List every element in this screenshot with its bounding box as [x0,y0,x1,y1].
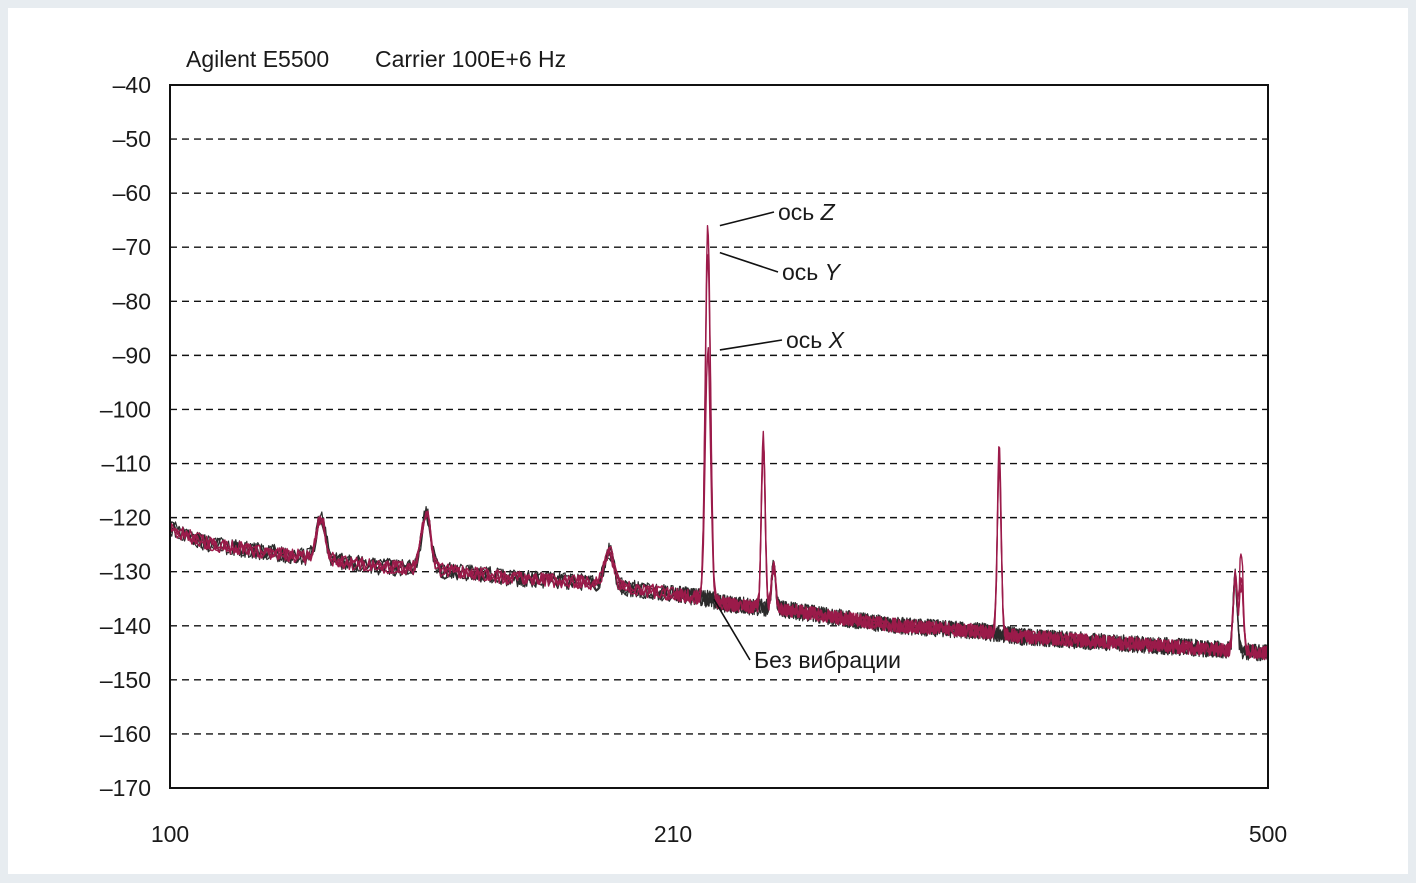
y-tick-label: –90 [113,342,151,368]
x-axis-ticks: 100 210 500 [151,821,1287,847]
y-tick-label: –160 [100,721,151,747]
annotation-label: ось Y [782,259,842,285]
plot-frame [169,84,1269,789]
y-axis-ticks: –40 –50 –60 –70 –80 –90 –100 –110 –120 –130 –140 –1… [100,72,151,801]
annotation-leader [719,339,783,351]
y-tick-label: –170 [100,775,151,801]
y-tick-label: –140 [100,613,151,639]
annotation-leader [719,211,775,227]
series-trace [169,253,1269,661]
y-tick-label: –100 [100,396,151,422]
series-trace [169,225,1269,660]
y-tick-label: –50 [113,126,151,152]
annotation-leader [719,251,779,273]
annotation-label: ось X [786,327,846,353]
annotations: ось Z ось Y ось X Без вибрации [713,199,901,673]
y-tick-label: –130 [100,559,151,585]
x-tick-label: 500 [1249,821,1287,847]
instrument-label: Agilent E5500 [186,46,329,72]
traces [169,225,1269,662]
y-tick-label: –70 [113,234,151,260]
x-tick-label: 210 [654,821,692,847]
carrier-label: Carrier 100E+6 Hz [375,46,566,72]
x-tick-label: 100 [151,821,189,847]
chart-panel: –40 –50 –60 –70 –80 –90 –100 –110 –120 –130 –140 –1… [8,8,1408,874]
y-tick-label: –60 [113,180,151,206]
spectrum-chart: –40 –50 –60 –70 –80 –90 –100 –110 –120 –130 –140 –1… [100,46,1287,847]
y-tick-label: –120 [100,505,151,531]
y-tick-label: –40 [113,72,151,98]
y-tick-label: –110 [102,451,151,477]
annotation-label: Без вибрации [754,647,901,673]
grid-lines [170,138,1268,735]
series-trace [169,347,1269,661]
annotation-leader [713,598,751,661]
annotation-label: ось Z [778,199,836,225]
y-tick-label: –80 [113,288,151,314]
y-tick-label: –150 [100,667,151,693]
